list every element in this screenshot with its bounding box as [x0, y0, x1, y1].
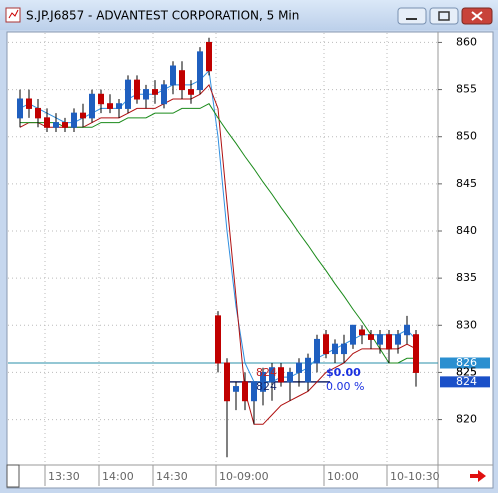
annotation: 0.00 %	[326, 380, 364, 393]
app-icon	[5, 7, 21, 23]
candle-body	[143, 89, 149, 100]
candle-body	[71, 112, 77, 128]
y-tick-label: 825	[456, 365, 477, 378]
candle-body	[44, 117, 50, 128]
candle-body	[314, 338, 320, 364]
candle-body	[377, 334, 383, 345]
moving-average-line	[19, 83, 417, 425]
candle-body	[233, 386, 239, 392]
chart-frame	[6, 31, 494, 489]
price-tag: 824	[456, 375, 477, 388]
candle-body	[242, 381, 248, 402]
scroll-right-arrow[interactable]	[470, 470, 486, 482]
candle-body	[62, 122, 68, 128]
scroll-box[interactable]	[6, 464, 20, 488]
candle-body	[197, 51, 203, 91]
candle-body	[413, 334, 419, 373]
x-tick-label: 10-10:30	[390, 470, 440, 483]
minimize-button[interactable]	[397, 7, 427, 25]
candle-body	[134, 79, 140, 100]
candle-body	[260, 371, 266, 392]
minimize-glyph	[406, 18, 417, 20]
y-tick-label: 845	[456, 177, 477, 190]
candle-body	[170, 65, 176, 86]
annotation: $0.00	[326, 366, 361, 379]
y-tick-label: 820	[456, 413, 477, 426]
candle-body	[26, 98, 32, 109]
candle-body	[332, 343, 338, 355]
moving-average-line	[20, 103, 416, 364]
candle-body	[296, 362, 302, 373]
x-tick-label: 10:00	[327, 470, 359, 483]
candle-body	[107, 103, 113, 109]
x-tick-label: 10-09:00	[219, 470, 269, 483]
candle-body	[35, 107, 41, 119]
candle-body	[278, 367, 284, 383]
candle-body	[386, 334, 392, 350]
candle-body	[125, 79, 131, 109]
annotation: 824	[256, 380, 277, 393]
candle-body	[116, 103, 122, 109]
y-tick-label: 855	[456, 83, 477, 96]
candle-body	[206, 41, 212, 72]
candle-body	[17, 98, 23, 119]
candle-body	[368, 334, 374, 340]
x-tick-label: 13:30	[48, 470, 80, 483]
candle-body	[188, 89, 194, 95]
app-icon-glyph	[8, 9, 19, 19]
maximize-button[interactable]	[429, 7, 459, 25]
price-tag: 825	[456, 365, 477, 378]
candle-body	[224, 362, 230, 402]
candle-body	[350, 324, 356, 345]
x-tick-label: 14:30	[156, 470, 188, 483]
maximize-glyph	[438, 11, 450, 21]
candle-body	[323, 334, 329, 355]
candle-body	[89, 93, 95, 119]
candle-body	[215, 315, 221, 364]
candle-body	[53, 122, 59, 128]
x-tick-label: 14:00	[102, 470, 134, 483]
candle-body	[395, 334, 401, 345]
price-tag: 826	[456, 356, 477, 369]
candle-body	[269, 367, 275, 383]
candle-body	[161, 84, 167, 105]
candle-body	[404, 324, 410, 336]
y-tick-label: 850	[456, 130, 477, 143]
y-tick-label: 860	[456, 35, 477, 48]
close-glyph	[471, 11, 483, 21]
price-tag-box	[440, 376, 490, 388]
candle-body	[287, 371, 293, 383]
y-tick-label: 835	[456, 271, 477, 284]
candle-body	[359, 329, 365, 336]
y-tick-label: 840	[456, 224, 477, 237]
candle-body	[98, 93, 104, 105]
candle-body	[251, 381, 257, 402]
price-tag-box	[440, 357, 490, 369]
candle-body	[80, 112, 86, 119]
candle-body	[179, 70, 185, 91]
annotation: 824	[256, 366, 277, 379]
y-tick-label: 830	[456, 318, 477, 331]
candle-body	[305, 357, 311, 383]
candle-body	[152, 89, 158, 95]
candle-body	[341, 343, 347, 355]
window-title: S.JP.J6857 - ADVANTEST CORPORATION, 5 Mi…	[26, 9, 299, 23]
